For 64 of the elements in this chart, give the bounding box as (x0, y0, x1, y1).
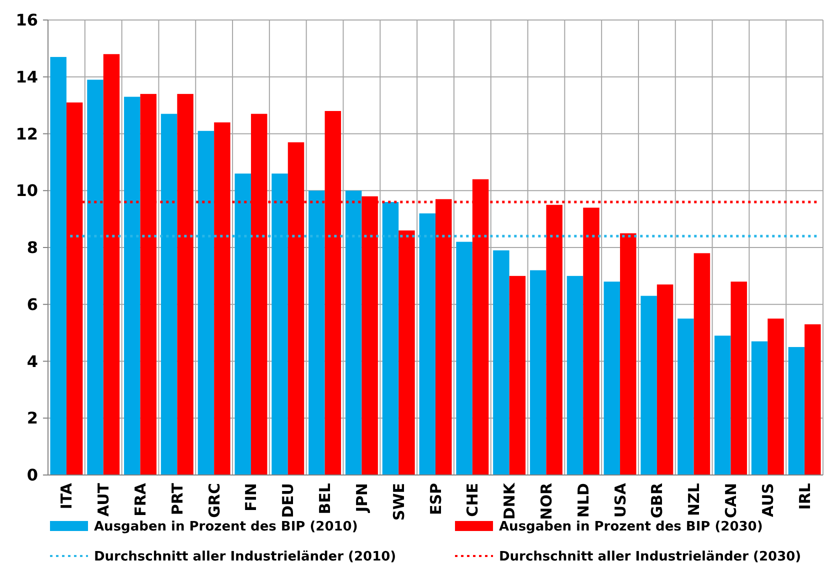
bar (398, 230, 415, 475)
y-tick-label: 2 (26, 408, 38, 428)
bar (198, 130, 214, 475)
bar (804, 324, 821, 475)
bar (620, 233, 636, 475)
bar (768, 318, 784, 475)
bar (419, 213, 436, 475)
y-tick-label: 0 (26, 466, 38, 485)
x-tick-label: PRT (168, 482, 186, 516)
x-tick-label: CHE (464, 483, 482, 517)
x-tick-label: SWE (390, 483, 408, 521)
bar (493, 250, 510, 475)
bar (730, 282, 747, 475)
x-tick-label: AUS (758, 483, 777, 518)
bar (530, 270, 546, 475)
y-tick-label: 16 (16, 10, 38, 30)
bar (345, 190, 362, 475)
x-tick-label: CAN (722, 483, 740, 518)
bar (234, 174, 251, 475)
bar (566, 276, 584, 475)
bar (678, 318, 694, 475)
x-tick-label: AUT (94, 482, 113, 517)
legend-label: Ausgaben in Prozent des BIP (2030) (499, 520, 763, 535)
bar (87, 80, 104, 475)
x-tick-label: BEL (316, 482, 334, 514)
x-tick-label: GRC (205, 483, 224, 518)
x-tick-label: NOR (537, 482, 556, 520)
bar (694, 253, 710, 475)
bar (714, 336, 731, 475)
y-tick-label: 10 (16, 181, 38, 200)
bar (308, 190, 325, 475)
bar (604, 282, 620, 475)
bar (640, 296, 657, 475)
bar (751, 341, 768, 475)
bar (272, 174, 288, 475)
x-tick-label: NLD (574, 483, 592, 518)
legend-label: Durchschnitt aller Industrieländer (2010) (94, 550, 396, 565)
y-tick-label: 12 (16, 124, 38, 144)
bar (456, 242, 472, 475)
x-tick-label: DNK (500, 482, 519, 520)
bar (656, 284, 674, 475)
x-tick-label: DEU (279, 483, 298, 518)
x-tick-label: FRA (132, 482, 150, 516)
bar (382, 202, 399, 475)
y-tick-label: 6 (26, 294, 38, 314)
legend-label: Durchschnitt aller Industrieländer (2030) (499, 550, 802, 565)
bar (50, 56, 66, 475)
x-tick-label: ITA (58, 482, 76, 510)
bar (160, 114, 178, 475)
x-tick-label: ESP (426, 482, 445, 516)
x-tick-label: USA (611, 482, 630, 518)
y-tick-label: 14 (16, 67, 38, 86)
bar (509, 276, 526, 475)
x-tick-label: GBR (648, 482, 666, 518)
x-tick-label: IRL (796, 482, 814, 510)
legend-label: Ausgaben in Prozent des BIP (2010) (94, 520, 358, 535)
bar (124, 96, 140, 475)
y-tick-label: 8 (26, 238, 38, 258)
x-tick-label: FIN (242, 483, 260, 512)
bar (583, 208, 600, 475)
x-tick-label: NZL (685, 482, 704, 516)
bar (788, 347, 805, 475)
y-tick-label: 4 (26, 352, 38, 371)
x-tick-label: JPN (352, 483, 371, 514)
